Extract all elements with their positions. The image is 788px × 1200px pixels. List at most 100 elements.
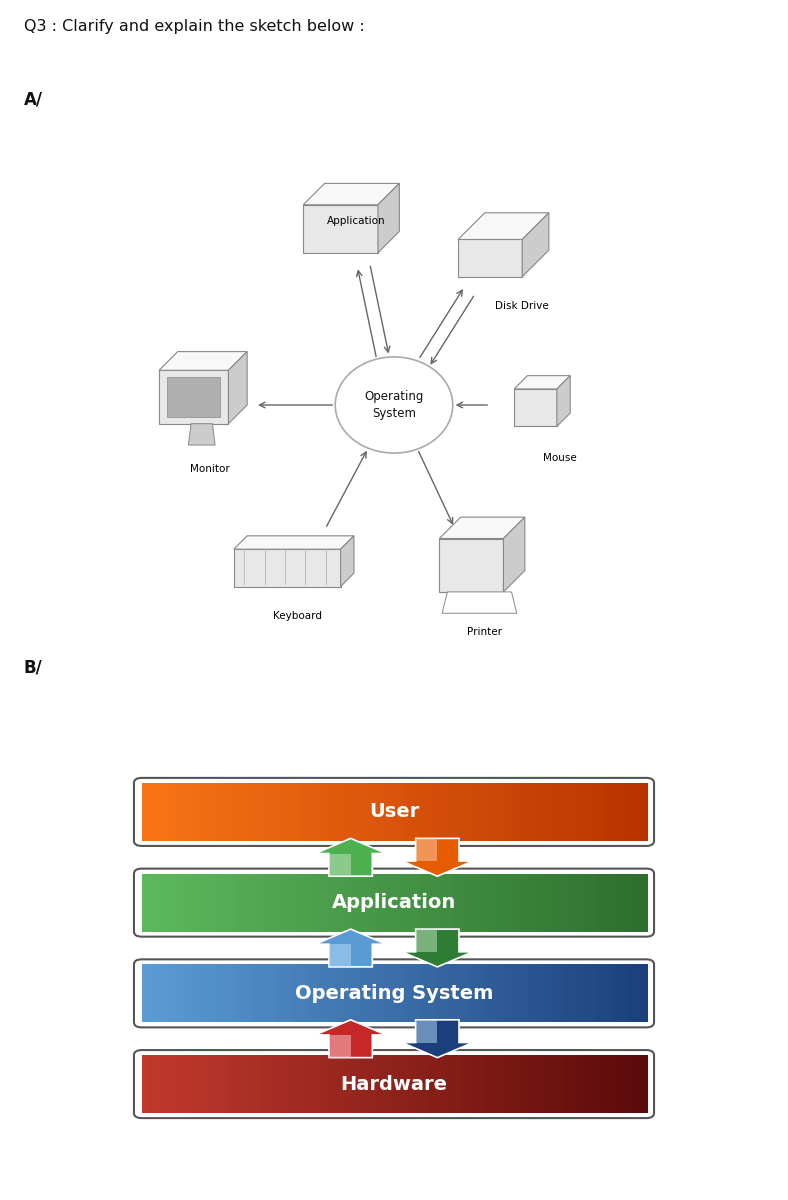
Bar: [293, 1055, 303, 1114]
Bar: [486, 782, 496, 841]
Polygon shape: [416, 929, 437, 952]
Bar: [142, 782, 152, 841]
Bar: [217, 965, 228, 1022]
Bar: [612, 874, 623, 931]
Bar: [385, 874, 396, 931]
Bar: [335, 782, 345, 841]
Bar: [394, 965, 404, 1022]
Bar: [453, 782, 463, 841]
Bar: [369, 874, 379, 931]
Bar: [327, 1055, 336, 1114]
Bar: [243, 965, 253, 1022]
Bar: [394, 1055, 404, 1114]
Bar: [377, 1055, 387, 1114]
Polygon shape: [303, 205, 378, 253]
Bar: [167, 1055, 177, 1114]
Bar: [637, 782, 648, 841]
Bar: [209, 782, 219, 841]
Bar: [596, 874, 606, 931]
Bar: [403, 965, 412, 1022]
Bar: [234, 965, 244, 1022]
Bar: [176, 1055, 185, 1114]
Polygon shape: [557, 376, 571, 426]
Bar: [470, 1055, 480, 1114]
Bar: [571, 874, 581, 931]
Bar: [403, 1055, 412, 1114]
Text: Disk Drive: Disk Drive: [496, 301, 549, 311]
Bar: [571, 1055, 581, 1114]
Bar: [436, 965, 446, 1022]
Bar: [562, 1055, 572, 1114]
Bar: [344, 782, 354, 841]
Bar: [352, 965, 362, 1022]
Bar: [470, 782, 480, 841]
Bar: [369, 1055, 379, 1114]
Bar: [327, 782, 336, 841]
Bar: [520, 965, 530, 1022]
Text: Operating
System: Operating System: [364, 390, 424, 420]
Bar: [234, 782, 244, 841]
Bar: [436, 874, 446, 931]
Bar: [537, 1055, 547, 1114]
Bar: [419, 1055, 429, 1114]
Bar: [403, 782, 412, 841]
Bar: [226, 1055, 236, 1114]
Bar: [579, 1055, 589, 1114]
Bar: [192, 1055, 203, 1114]
Bar: [277, 782, 286, 841]
Bar: [411, 1055, 421, 1114]
Bar: [142, 1055, 152, 1114]
Bar: [545, 782, 556, 841]
Bar: [621, 1055, 631, 1114]
Bar: [151, 965, 160, 1022]
Bar: [630, 782, 639, 841]
Bar: [478, 965, 488, 1022]
Bar: [369, 782, 379, 841]
Text: Hardware: Hardware: [340, 1074, 448, 1093]
Bar: [360, 1055, 370, 1114]
Bar: [637, 965, 648, 1022]
Bar: [259, 1055, 269, 1114]
Bar: [453, 965, 463, 1022]
Bar: [470, 965, 480, 1022]
Bar: [360, 782, 370, 841]
Bar: [504, 782, 513, 841]
Bar: [192, 782, 203, 841]
Polygon shape: [522, 212, 549, 277]
Bar: [158, 965, 169, 1022]
Bar: [142, 874, 152, 931]
Polygon shape: [229, 352, 247, 424]
Text: Printer: Printer: [467, 626, 502, 637]
Bar: [251, 1055, 261, 1114]
Bar: [327, 874, 336, 931]
Polygon shape: [188, 424, 215, 445]
Polygon shape: [458, 212, 549, 240]
Bar: [318, 1055, 329, 1114]
Polygon shape: [440, 517, 525, 539]
Bar: [587, 874, 597, 931]
Bar: [579, 782, 589, 841]
Bar: [158, 782, 169, 841]
Bar: [604, 1055, 614, 1114]
Bar: [251, 874, 261, 931]
Polygon shape: [442, 592, 517, 613]
Bar: [495, 782, 505, 841]
Bar: [419, 782, 429, 841]
Polygon shape: [315, 929, 386, 967]
Bar: [587, 782, 597, 841]
Bar: [604, 965, 614, 1022]
Bar: [511, 782, 522, 841]
Bar: [192, 874, 203, 931]
Bar: [411, 965, 421, 1022]
Polygon shape: [159, 371, 229, 424]
Bar: [529, 782, 538, 841]
Bar: [217, 782, 228, 841]
Polygon shape: [416, 839, 437, 862]
Bar: [511, 874, 522, 931]
Bar: [142, 965, 152, 1022]
Bar: [167, 874, 177, 931]
Bar: [504, 965, 513, 1022]
Bar: [495, 874, 505, 931]
Bar: [234, 1055, 244, 1114]
Polygon shape: [514, 376, 571, 389]
